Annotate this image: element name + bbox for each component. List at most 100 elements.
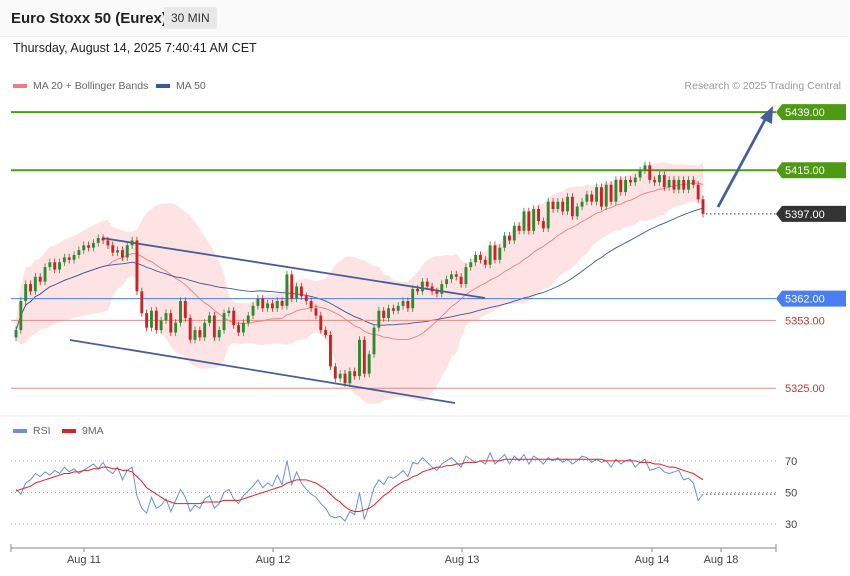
title-bar: Euro Stoxx 50 (Eurex) 30 MIN (0, 0, 848, 37)
candle (72, 251, 76, 264)
candle-body (256, 298, 260, 306)
candle-body (208, 315, 211, 323)
candle-body (517, 225, 521, 231)
candle (517, 222, 521, 235)
candle (198, 326, 202, 341)
candle (183, 297, 187, 322)
candle-body (527, 211, 531, 231)
candle-body (87, 245, 91, 248)
candle (435, 287, 439, 298)
candle-body (667, 179, 671, 188)
candle-body (546, 201, 550, 229)
candle (662, 171, 666, 191)
candle-body (474, 255, 478, 263)
candle-body (270, 303, 274, 309)
candle (111, 241, 115, 257)
candle-body (604, 184, 608, 207)
bollinger-bands (16, 162, 703, 404)
candle-body (304, 296, 308, 302)
candle-body (198, 330, 202, 338)
candle (120, 246, 124, 262)
candle (154, 307, 158, 334)
candle (474, 251, 478, 266)
channel-lower-line (69, 339, 456, 404)
candle-body (488, 245, 492, 265)
timestamp: Thursday, August 14, 2025 7:40:41 AM CET (13, 41, 257, 55)
candle (687, 176, 690, 194)
instrument-title: Euro Stoxx 50 (Eurex) (11, 10, 167, 27)
candle-body (343, 373, 347, 384)
forecast-arrow (716, 117, 768, 208)
candle-body (696, 184, 700, 200)
candle (246, 311, 250, 327)
candle (580, 198, 584, 211)
candle-body (619, 179, 623, 193)
candle (58, 258, 61, 274)
candle (130, 236, 134, 249)
candle (454, 270, 458, 281)
legend-ma20-label: MA 20 + Bollinger Bands (33, 80, 149, 92)
legend-rsi-label: RSI (33, 425, 51, 437)
candle-body (329, 334, 332, 367)
candle (401, 297, 405, 310)
candle (590, 190, 594, 206)
candle-body (537, 208, 540, 222)
candle (338, 370, 342, 383)
candle (667, 176, 671, 191)
candle (478, 251, 482, 264)
candle-body (498, 247, 502, 260)
x-axis: Aug 11 Aug 12 Aug 13 Aug 14 Aug 18 (10, 544, 777, 566)
candle (420, 278, 424, 295)
candle-body (677, 179, 681, 190)
candle-body (662, 175, 666, 188)
candle-body (440, 284, 444, 294)
candle-body (290, 274, 294, 299)
candle-body (503, 235, 507, 248)
x-tick-label: Aug 18 (704, 554, 739, 566)
candle-body (203, 322, 207, 338)
candle (193, 326, 197, 344)
candle-body (338, 373, 342, 379)
candle (624, 176, 628, 196)
candle-body (19, 301, 23, 331)
candle-body (551, 201, 555, 209)
candle-body (377, 310, 381, 328)
candle (411, 285, 415, 312)
candle-body (285, 274, 289, 306)
candle-body (590, 194, 594, 202)
candle-body (624, 179, 628, 193)
rsi-ma-line (15, 458, 704, 512)
candle (372, 324, 376, 358)
candle-body (140, 291, 144, 314)
candle-body (633, 177, 637, 183)
candle-body (478, 255, 482, 260)
candle-body (532, 208, 536, 231)
candle (551, 198, 555, 213)
candle-body (275, 301, 279, 309)
candle-body (367, 354, 371, 374)
candle (633, 173, 637, 186)
candle (150, 307, 153, 332)
timeframe-badge[interactable]: 30 MIN (164, 7, 217, 29)
candle (29, 280, 32, 295)
candle (503, 231, 507, 252)
candle-body (62, 257, 66, 263)
candle (212, 311, 216, 341)
candle-body (164, 313, 168, 321)
candle (62, 253, 66, 266)
rsi-ma-swatch (62, 429, 76, 433)
candle (256, 294, 260, 310)
candle (701, 195, 705, 218)
candle (309, 297, 313, 312)
candle-body (566, 196, 569, 212)
level-label-box (776, 104, 846, 121)
candle-body (67, 257, 71, 260)
candle-body (638, 170, 642, 178)
legend-ma50-label: MA 50 (176, 80, 206, 92)
candle (638, 166, 642, 182)
candle-body (599, 187, 603, 207)
candle-body (154, 310, 158, 331)
rsi-tick-label: 30 (785, 519, 797, 531)
